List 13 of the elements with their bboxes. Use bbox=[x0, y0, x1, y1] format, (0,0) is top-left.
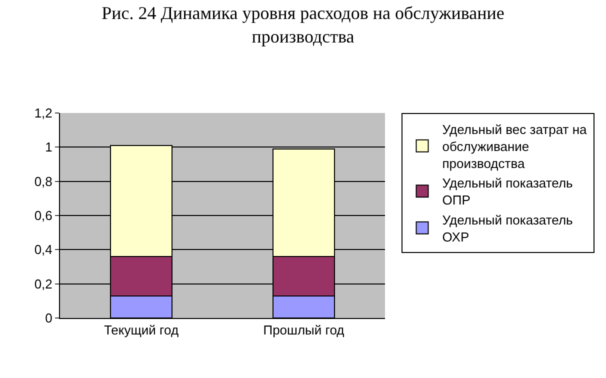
y-tick-label: 1,2 bbox=[34, 106, 52, 121]
y-tick-label: 0,8 bbox=[34, 174, 52, 189]
legend-label: Удельный показатель ОПР bbox=[442, 176, 574, 208]
y-tick-label: 0,6 bbox=[34, 208, 52, 224]
x-tick-label: Текущий год bbox=[104, 322, 179, 338]
y-tick-label: 0,2 bbox=[34, 276, 52, 292]
y-tick-label: 1 bbox=[45, 140, 52, 155]
x-tick-label: Прошлый год bbox=[263, 322, 345, 338]
legend-label: Удельный показатель ОХР bbox=[442, 212, 574, 244]
legend-label: Удельный вес затрат на обслуживание производства bbox=[442, 122, 588, 171]
chart-title: Рис. 24 Динамика уровня расходов на обслуживание производства bbox=[102, 2, 504, 46]
y-tick-label: 0 bbox=[45, 310, 52, 326]
y-tick-label: 0,4 bbox=[34, 242, 52, 258]
